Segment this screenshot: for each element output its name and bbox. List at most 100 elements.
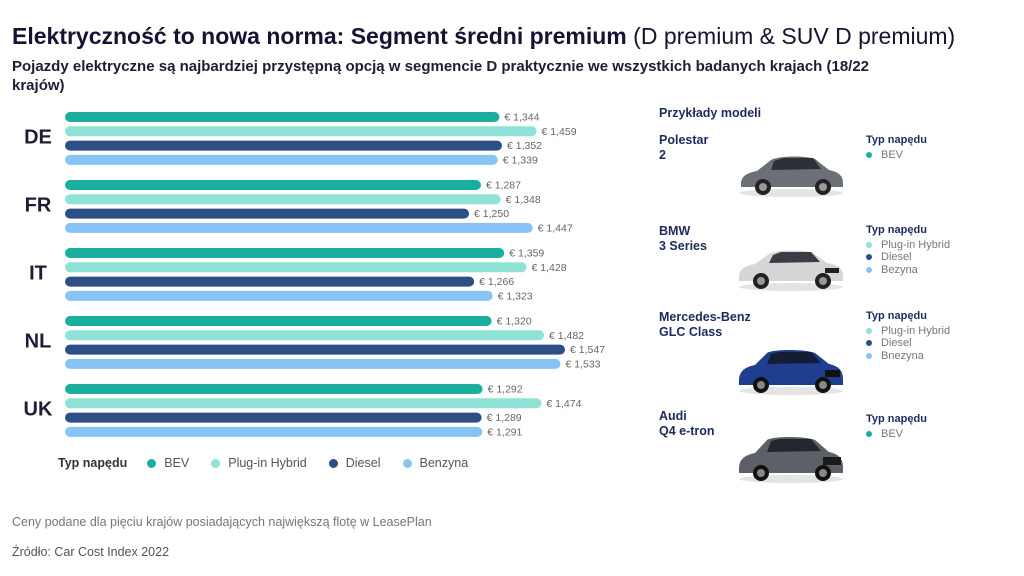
value-label-de-bev: € 1,344 bbox=[504, 112, 539, 124]
drive-list-title: Typ napędu bbox=[866, 310, 927, 322]
drive-dot bbox=[866, 352, 872, 359]
value-label-uk-benzyna: € 1,291 bbox=[487, 426, 522, 438]
drive-list-title: Typ napędu bbox=[866, 413, 927, 425]
drive-item-diesel: Diesel bbox=[866, 251, 950, 264]
drive-dot bbox=[866, 151, 872, 158]
value-label-uk-bev: € 1,292 bbox=[488, 384, 523, 396]
chart-title-main: Elektryczność to nowa norma: Segment śre… bbox=[12, 23, 627, 49]
value-label-it-plug-in-hybrid: € 1,428 bbox=[532, 262, 567, 274]
drive-dot bbox=[866, 254, 872, 261]
drive-item-benzyna: Bnezyna bbox=[866, 350, 950, 363]
bar-it-benzyna bbox=[65, 290, 493, 301]
chart-subtitle: Pojazdy elektryczne są najbardziej przys… bbox=[12, 58, 870, 94]
value-label-uk-diesel: € 1,289 bbox=[487, 412, 522, 424]
bar-fr-benzyna bbox=[65, 222, 533, 233]
bar-uk-plug-in-hybrid bbox=[65, 398, 542, 409]
drive-list-bmw: Typ napędu Plug-in Hybrid Diesel Bezyna bbox=[866, 224, 950, 276]
bar-it-plug-in-hybrid bbox=[65, 262, 527, 273]
bar-de-plug-in-hybrid bbox=[65, 126, 537, 137]
drive-item-bev: BEV bbox=[866, 149, 927, 162]
drive-list-title: Typ napędu bbox=[866, 224, 927, 236]
car-image-mercedes bbox=[739, 350, 843, 395]
bar-fr-plug-in-hybrid bbox=[65, 194, 501, 205]
bar-chart: DE € 1,344€ 1,459€ 1,352 € 1,339 FR € 1,287 €… bbox=[24, 112, 606, 439]
country-label-nl: NL bbox=[25, 331, 52, 353]
model-name-line2: Q4 e-tron bbox=[659, 424, 715, 438]
drive-label: BEV bbox=[881, 427, 904, 440]
legend-item-benzyna: Benzyna bbox=[402, 456, 469, 470]
bar-it-bev bbox=[65, 248, 505, 258]
car-image-polestar bbox=[739, 156, 843, 197]
drive-list-mercedes: Typ napędu Plug-in Hybrid Diesel Bnezyna bbox=[866, 310, 950, 362]
legend-title: Typ napędu bbox=[58, 456, 128, 470]
bar-uk-diesel bbox=[65, 412, 482, 423]
drive-dot bbox=[866, 266, 872, 273]
drive-item-phev: Plug-in Hybrid bbox=[866, 325, 950, 338]
value-label-fr-plug-in-hybrid: € 1,348 bbox=[506, 194, 541, 206]
drive-label: Plug-in Hybrid bbox=[881, 324, 951, 337]
legend-swatch-benzyna bbox=[402, 458, 412, 468]
value-label-nl-plug-in-hybrid: € 1,482 bbox=[549, 330, 584, 342]
legend-item-bev: BEV bbox=[147, 456, 189, 470]
legend-label-benzyna: Benzyna bbox=[419, 456, 469, 470]
footnote: Ceny podane dla pięciu krajów posiadając… bbox=[12, 515, 432, 529]
chart-legend: Typ napędu BEV Plug-in Hybrid Diesel Ben… bbox=[58, 456, 490, 470]
drive-item-diesel: Diesel bbox=[866, 337, 950, 350]
value-label-fr-benzyna: € 1,447 bbox=[538, 222, 573, 234]
legend-label-diesel: Diesel bbox=[345, 456, 381, 470]
legend-label-phev: Plug-in Hybrid bbox=[228, 456, 307, 470]
drive-item-phev: Plug-in Hybrid bbox=[866, 239, 950, 252]
legend-swatch-bev bbox=[147, 458, 157, 468]
car-image-bmw bbox=[739, 250, 843, 291]
bar-de-diesel bbox=[65, 140, 502, 151]
drive-dot bbox=[866, 241, 872, 248]
value-label-uk-plug-in-hybrid: € 1,474 bbox=[546, 398, 581, 410]
legend-swatch-diesel bbox=[328, 458, 338, 468]
legend-item-phev: Plug-in Hybrid bbox=[211, 456, 307, 470]
bar-uk-bev bbox=[65, 384, 483, 394]
model-name-line1: Mercedes-Benz bbox=[659, 310, 751, 324]
bar-nl-plug-in-hybrid bbox=[65, 330, 544, 341]
value-label-nl-diesel: € 1,547 bbox=[570, 344, 605, 356]
drive-list-title: Typ napędu bbox=[866, 134, 927, 146]
drive-dot bbox=[866, 340, 872, 347]
model-name-line1: Polestar bbox=[659, 133, 709, 147]
value-label-de-diesel: € 1,352 bbox=[507, 140, 542, 152]
car-image-audi bbox=[739, 437, 843, 483]
source-note: Źródło: Car Cost Index 2022 bbox=[12, 545, 170, 559]
bar-it-diesel bbox=[65, 276, 475, 287]
model-name-line2: 3 Series bbox=[659, 239, 707, 253]
bar-de-benzyna bbox=[65, 154, 498, 165]
drive-label: BEV bbox=[881, 148, 904, 161]
model-name-line2: 2 bbox=[659, 148, 666, 162]
model-name-bmw: BMW 3 Series bbox=[659, 224, 769, 254]
value-label-de-plug-in-hybrid: € 1,459 bbox=[542, 126, 577, 138]
model-name-line1: Audi bbox=[659, 409, 687, 423]
country-label-uk: UK bbox=[24, 399, 53, 421]
chart-title: Elektryczność to nowa norma: Segment śre… bbox=[12, 22, 955, 50]
value-label-nl-bev: € 1,320 bbox=[497, 316, 532, 328]
value-label-it-benzyna: € 1,323 bbox=[498, 290, 533, 302]
value-label-de-benzyna: € 1,339 bbox=[503, 154, 538, 166]
country-label-de: DE bbox=[24, 127, 52, 149]
country-label-fr: FR bbox=[25, 195, 52, 217]
bar-fr-diesel bbox=[65, 208, 470, 219]
value-label-fr-bev: € 1,287 bbox=[486, 180, 521, 192]
legend-swatch-phev bbox=[211, 458, 221, 468]
bar-uk-benzyna bbox=[65, 426, 483, 437]
drive-item-benzyna: Bezyna bbox=[866, 264, 950, 277]
bar-fr-bev bbox=[65, 180, 481, 190]
model-name-polestar: Polestar 2 bbox=[659, 133, 769, 163]
drive-label: Bnezyna bbox=[881, 349, 924, 362]
drive-item-bev: BEV bbox=[866, 428, 927, 441]
drive-label: Plug-in Hybrid bbox=[881, 238, 951, 251]
drive-label: Diesel bbox=[881, 251, 912, 263]
model-name-line2: GLC Class bbox=[659, 325, 723, 339]
value-label-nl-benzyna: € 1,533 bbox=[565, 358, 600, 370]
value-label-it-diesel: € 1,266 bbox=[479, 276, 514, 288]
bar-de-bev bbox=[65, 112, 500, 122]
bar-nl-bev bbox=[65, 316, 492, 326]
drive-list-polestar: Typ napędu BEV bbox=[866, 134, 927, 161]
country-label-it: IT bbox=[29, 263, 47, 285]
drive-label: Diesel bbox=[881, 337, 912, 349]
